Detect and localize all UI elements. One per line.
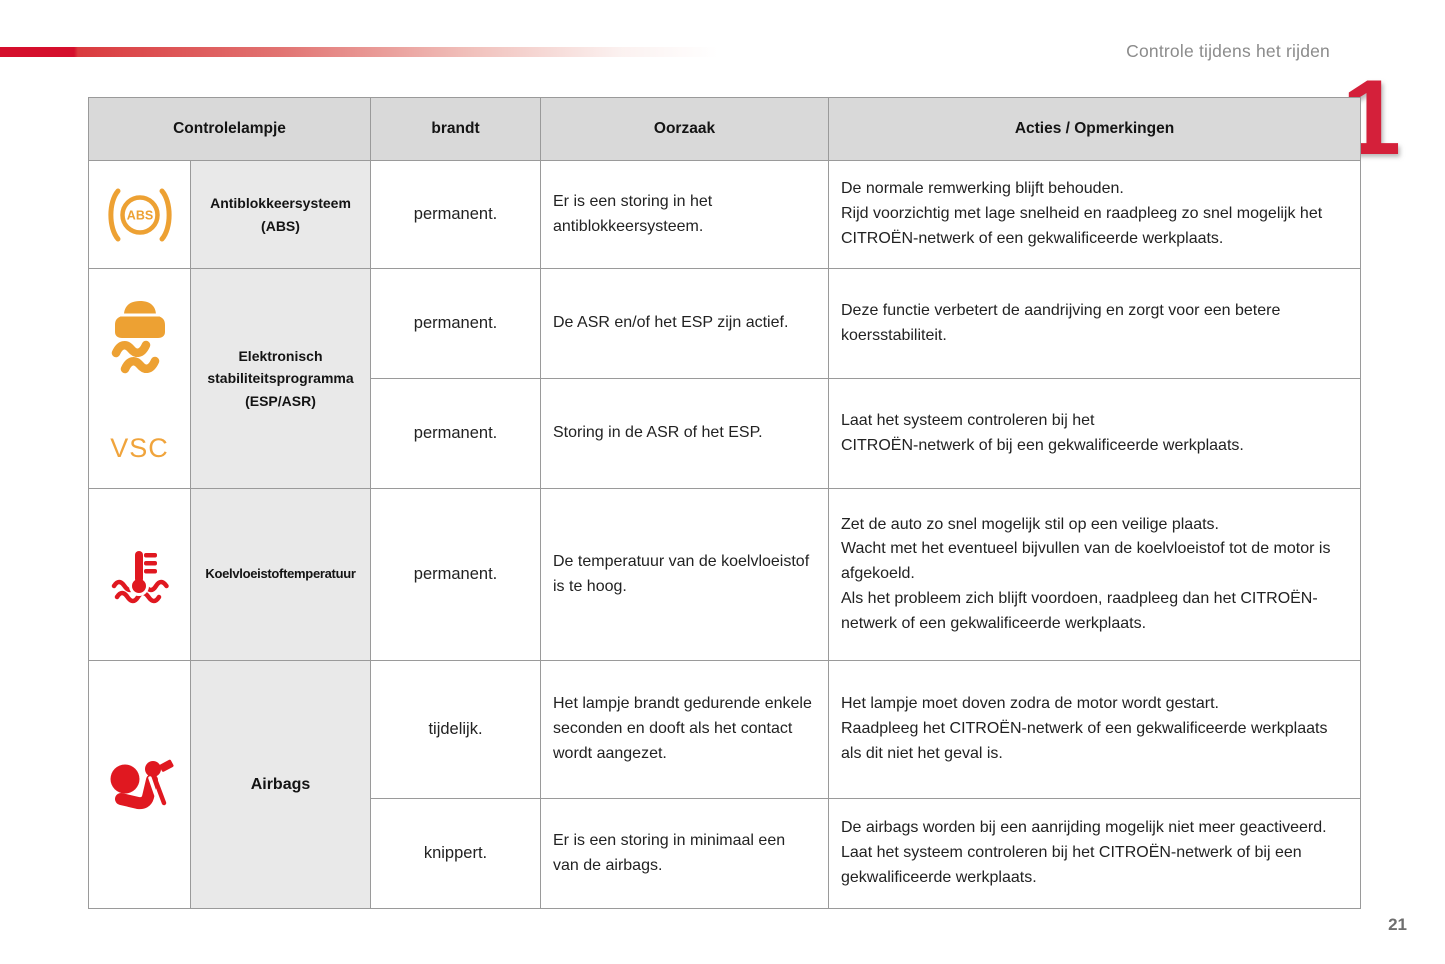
vsc-label: VSC (110, 433, 169, 463)
red-accent-bar (0, 47, 718, 57)
airbag-actions-1: Het lampje moet doven zodra de motor wor… (829, 661, 1361, 799)
airbag-state-2: knippert. (371, 799, 541, 909)
airbag-cause-2: Er is een storing in minimaal een van de… (541, 799, 829, 909)
airbag-actions-2: De airbags worden bij een aanrijding mog… (829, 799, 1361, 909)
coolant-temperature-warning-icon (111, 550, 169, 603)
coolant-name: Koelvloeistoftemperatuur (191, 489, 371, 661)
esp-state-2: permanent. (371, 379, 541, 489)
warning-lights-table: Controlelampje brandt Oorzaak Acties / O… (88, 97, 1361, 909)
esp-name: Elektronisch stabiliteitsprogramma (ESP/… (191, 269, 371, 489)
airbag-cause-1: Het lampje brandt gedurende enkele secon… (541, 661, 829, 799)
airbag-warning-icon (110, 759, 174, 809)
airbag-state-1: tijdelijk. (371, 661, 541, 799)
esp-cause-1: De ASR en/of het ESP zijn actief. (541, 269, 829, 379)
airbag-icon-cell (89, 661, 191, 909)
esp-icon-cell: VSC (89, 269, 191, 489)
abs-name: Antiblokkeersysteem (ABS) (191, 161, 371, 269)
esp-cause-2: Storing in de ASR of het ESP. (541, 379, 829, 489)
abs-icon-cell: ABS (89, 161, 191, 269)
abs-cause: Er is een storing in het antiblokkeersys… (541, 161, 829, 269)
airbag-name: Airbags (191, 661, 371, 909)
header-indicator: Controlelampje (89, 98, 371, 161)
page-header-title: Controle tijdens het rijden (1126, 41, 1330, 61)
header-actions: Acties / Opmerkingen (829, 98, 1361, 161)
coolant-state: permanent. (371, 489, 541, 661)
coolant-icon-cell (89, 489, 191, 661)
page-number: 21 (1388, 915, 1407, 934)
coolant-cause: De temperatuur van de koelvloeistof is t… (541, 489, 829, 661)
coolant-actions: Zet de auto zo snel mogelijk stil op een… (829, 489, 1361, 661)
esp-asr-warning-icon (111, 301, 165, 374)
esp-actions-2: Laat het systeem controleren bij het CIT… (829, 379, 1361, 489)
esp-actions-1: Deze functie verbetert de aandrijving en… (829, 269, 1361, 379)
svg-text:ABS: ABS (126, 208, 152, 222)
abs-state: permanent. (371, 161, 541, 269)
abs-actions: De normale remwerking blijft behouden. R… (829, 161, 1361, 269)
header-cause: Oorzaak (541, 98, 829, 161)
abs-warning-icon: ABS (107, 188, 172, 241)
header-state: brandt (371, 98, 541, 161)
esp-state-1: permanent. (371, 269, 541, 379)
